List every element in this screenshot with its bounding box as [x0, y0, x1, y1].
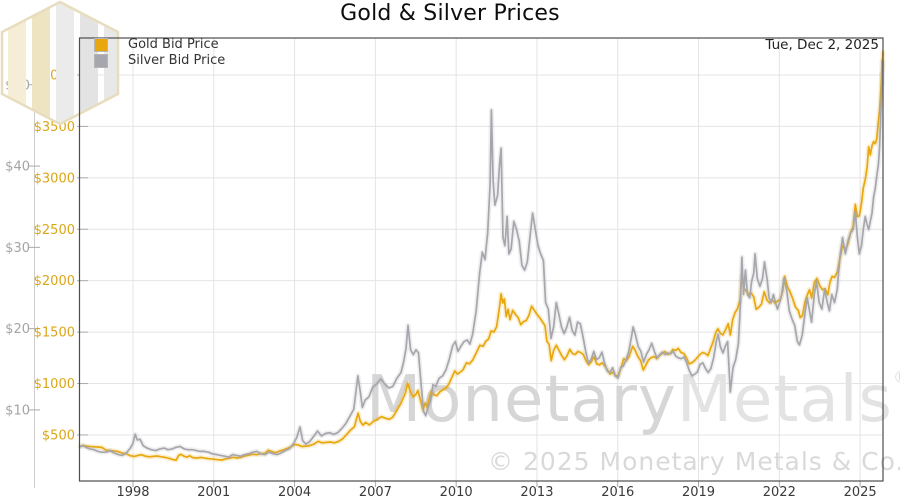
year-tick-label: 2001 [197, 485, 230, 500]
silver-price-line[interactable] [79, 61, 884, 458]
legend-item-silver[interactable]: Silver Bid Price [94, 53, 225, 69]
year-tick-label: 2010 [440, 485, 473, 500]
horizontal-gridlines [79, 74, 883, 436]
date-label: Tue, Dec 2, 2025 [765, 37, 879, 53]
gold-axis-tick-label: $3000 [34, 171, 75, 186]
silver-axis-tick-label: $30 [5, 241, 30, 256]
silver-axis-tick-label: $20 [5, 322, 30, 337]
silver-axis-tick-label: $40 [5, 160, 30, 175]
gold-axis-tick-label: $2000 [34, 274, 75, 289]
year-tick-label: 2025 [844, 485, 877, 500]
gold-axis-tick-label: $1500 [34, 326, 75, 341]
legend-swatch [94, 38, 108, 52]
year-tick-label: 2007 [359, 485, 392, 500]
year-tick-label: 2022 [763, 485, 796, 500]
year-tick-label: 2004 [278, 485, 311, 500]
legend-label: Gold Bid Price [128, 37, 219, 52]
legend-swatch [94, 54, 108, 68]
gold-axis-tick-label: $1000 [34, 377, 75, 392]
gold-price-line[interactable] [79, 51, 884, 461]
gold-axis-labels: $500$1000$1500$2000$2500$3000$3500$4000 [34, 68, 75, 443]
legend: Gold Bid Price Silver Bid Price [94, 37, 225, 69]
legend-item-gold[interactable]: Gold Bid Price [94, 37, 225, 53]
gold-axis-tick-label: $2500 [34, 223, 75, 238]
axis-ticks [28, 74, 861, 487]
gold-axis-tick-label: $500 [42, 428, 75, 443]
x-axis-labels: 1998 2001 2004 2007 2010 2013 2016 2019 2022 2025 [116, 485, 876, 500]
chart-title: Gold & Silver Prices [340, 1, 560, 26]
year-tick-label: 2013 [520, 485, 553, 500]
silver-axis-tick-label: $10 [5, 403, 30, 418]
year-tick-label: 2016 [601, 485, 634, 500]
legend-label: Silver Bid Price [128, 53, 226, 68]
year-tick-label: 1998 [116, 485, 149, 500]
plot-border [78, 37, 884, 482]
vertical-gridlines [132, 38, 861, 481]
year-tick-label: 2019 [682, 485, 715, 500]
